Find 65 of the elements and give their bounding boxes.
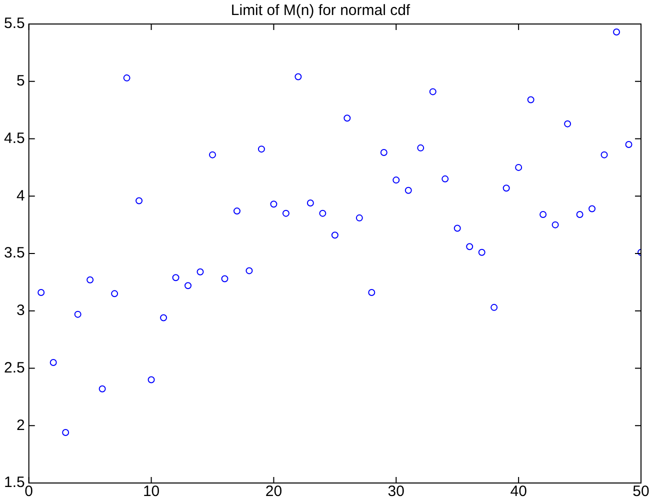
point [478, 248, 486, 256]
y-tick-label: 5.5 [4, 15, 25, 32]
point [344, 114, 351, 122]
point [442, 175, 449, 182]
point [331, 232, 338, 239]
point [552, 221, 559, 228]
point [136, 197, 143, 204]
point [123, 74, 130, 82]
point [392, 176, 400, 184]
point [258, 146, 265, 153]
point [111, 290, 118, 298]
x-tick-label: 10 [142, 483, 160, 500]
point [466, 243, 474, 250]
point [221, 275, 228, 282]
x-tick-label: 40 [510, 483, 527, 500]
point [233, 208, 240, 215]
point [294, 73, 302, 80]
y-tick-label: 3.5 [4, 244, 25, 262]
point [172, 274, 180, 282]
point [502, 184, 510, 192]
point [160, 314, 168, 322]
point [429, 88, 436, 96]
point [62, 429, 70, 436]
point [50, 359, 57, 366]
point [527, 96, 534, 104]
point [270, 200, 278, 208]
point [148, 376, 155, 384]
point [613, 28, 620, 36]
x-tick-label: 20 [265, 483, 282, 500]
point [576, 210, 584, 218]
point [380, 149, 388, 156]
point [540, 210, 547, 218]
point [38, 289, 45, 296]
y-tick-label: 4 [16, 187, 25, 204]
point [282, 210, 290, 217]
point [86, 276, 94, 284]
y-tick-label: 5 [16, 72, 25, 90]
x-tick-label: 30 [388, 483, 404, 500]
x-tick-label: 50 [632, 483, 650, 500]
point [208, 151, 216, 158]
point [368, 289, 376, 296]
point [74, 310, 82, 318]
y-tick-label: 1.5 [4, 474, 25, 492]
point [454, 224, 461, 232]
y-tick-label: 4.5 [4, 130, 25, 147]
point [564, 120, 572, 128]
point [404, 186, 412, 194]
point [515, 164, 522, 171]
point [98, 385, 106, 392]
point [588, 205, 596, 212]
point [625, 140, 632, 148]
point [356, 214, 363, 222]
point [306, 200, 314, 207]
point [196, 268, 204, 276]
y-tick-label: 2 [16, 416, 25, 434]
y-tick-label: 3 [16, 302, 25, 320]
point [490, 304, 498, 311]
point [600, 151, 608, 158]
point [184, 282, 192, 290]
point [319, 210, 326, 217]
y-tick-label: 2.5 [4, 359, 25, 376]
point [246, 267, 253, 274]
point [417, 144, 424, 152]
chart-title: Limit of M(n) for normal cdf [230, 2, 411, 20]
x-tick-label: 0 [24, 483, 34, 500]
